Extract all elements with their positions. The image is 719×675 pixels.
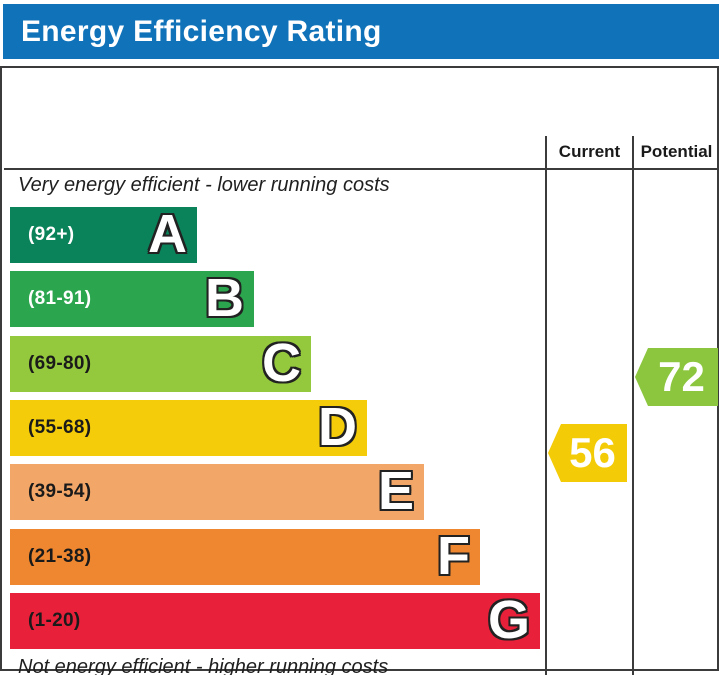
band-range-label: (81-91) [28,288,92,309]
band-bar-g: (1-20) G [10,593,540,649]
band-range-label: (39-54) [28,481,92,502]
current-rating-marker: 56 [548,424,627,482]
band-grade-letter: B [205,267,244,328]
current-column-divider [545,136,547,675]
band-grade-letter: A [148,203,187,264]
band-grade-letter: F [437,525,470,586]
band-range-label: (69-80) [28,353,92,374]
band-grade-letter: E [377,460,414,521]
title-bar: Energy Efficiency Rating [3,4,719,59]
header-separator-line [4,168,719,170]
band-range-label: (55-68) [28,417,92,438]
band-range-label: (21-38) [28,546,92,567]
band-bar-a: (92+) A [10,207,197,263]
band-bar-e: (39-54) E [10,464,424,520]
caption-not-efficient: Not energy efficient - higher running co… [18,656,389,675]
chart-frame: Current Potential Very energy efficient … [0,66,719,675]
band-grade-letter: D [318,396,357,457]
band-grade-letter: C [262,332,301,393]
band-bar-d: (55-68) D [10,400,367,456]
column-header-potential: Potential [640,142,713,161]
band-bar-b: (81-91) B [10,271,254,327]
band-bar-f: (21-38) F [10,529,480,585]
potential-rating-value: 72 [658,353,705,400]
page-title: Energy Efficiency Rating [21,14,382,48]
potential-column-divider [632,136,634,675]
band-range-label: (92+) [28,224,75,245]
band-bar-c: (69-80) C [10,336,311,392]
caption-very-efficient: Very energy efficient - lower running co… [18,174,390,196]
band-grade-letter: G [487,589,530,650]
current-rating-value: 56 [569,429,616,476]
potential-rating-marker: 72 [635,348,718,406]
column-header-current: Current [558,142,621,161]
band-range-label: (1-20) [28,610,81,631]
